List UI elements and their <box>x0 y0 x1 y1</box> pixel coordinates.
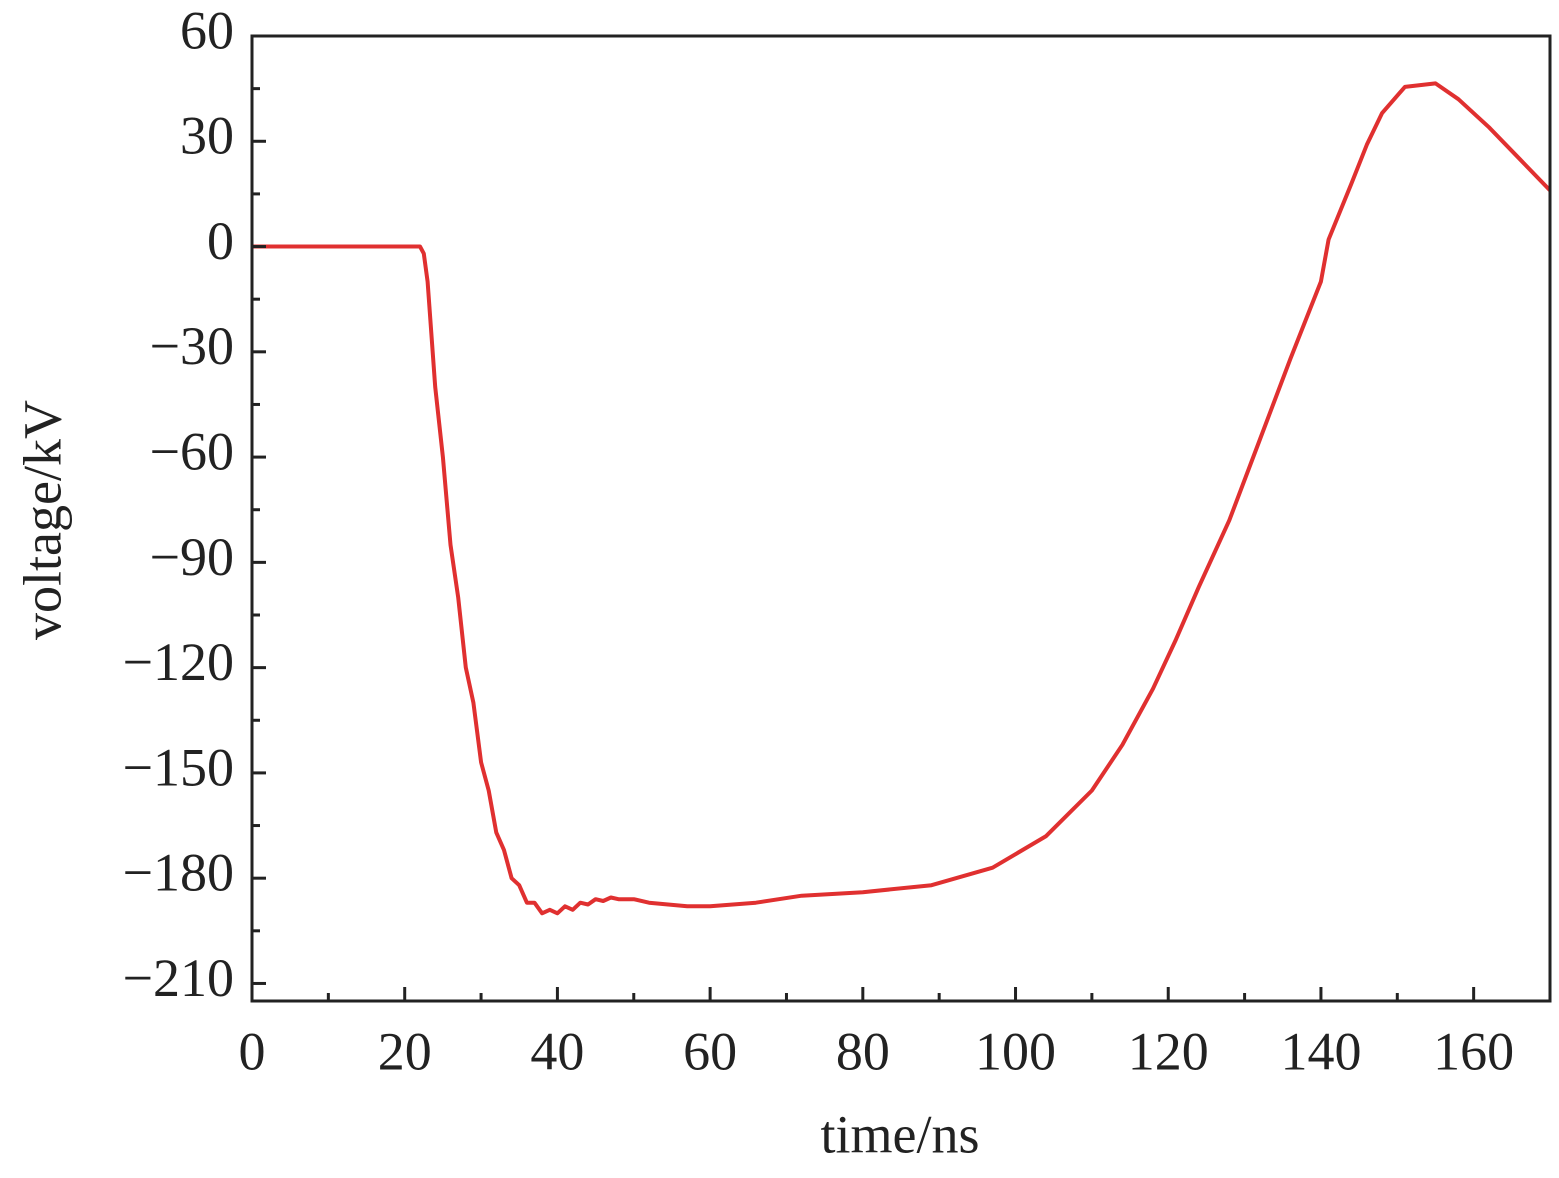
x-tick-label: 160 <box>1433 1021 1514 1081</box>
y-tick-label: 0 <box>207 211 234 271</box>
x-tick-label: 40 <box>530 1021 584 1081</box>
x-tick-label: 120 <box>1128 1021 1209 1081</box>
y-tick-label: 30 <box>180 106 234 166</box>
y-tick-label: −60 <box>150 421 234 481</box>
y-tick-label: −210 <box>123 948 234 1008</box>
data-line <box>252 81 1552 916</box>
x-tick-label: 80 <box>836 1021 890 1081</box>
y-tick-label: 60 <box>180 0 234 60</box>
x-tick-label: 20 <box>378 1021 432 1081</box>
y-axis-label: voltage/kV <box>12 400 72 640</box>
x-tick-label: 100 <box>975 1021 1056 1081</box>
y-tick-label: −180 <box>123 843 234 903</box>
plot-frame <box>250 34 1552 1003</box>
y-tick-label: −120 <box>123 632 234 692</box>
x-tick-label: 140 <box>1280 1021 1361 1081</box>
x-axis-label: time/ns <box>821 1104 980 1164</box>
x-tick-label: 60 <box>683 1021 737 1081</box>
y-tick-label: −90 <box>150 527 234 587</box>
x-tick-label: 0 <box>239 1021 266 1081</box>
y-tick-label: −30 <box>150 316 234 376</box>
y-tick-label: −150 <box>123 737 234 797</box>
